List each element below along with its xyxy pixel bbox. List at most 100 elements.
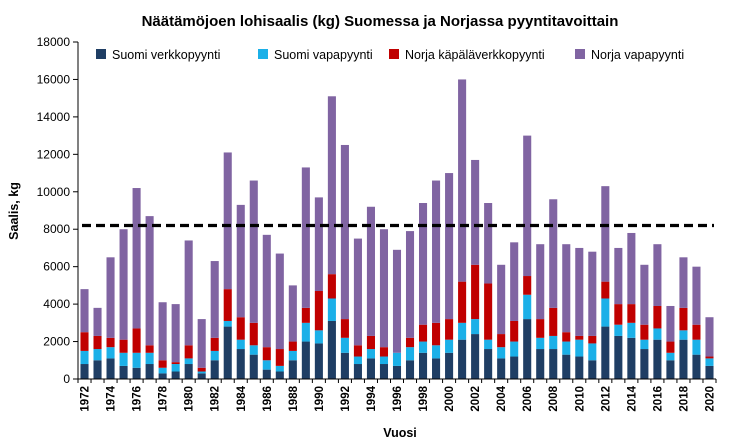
bar-segment-1987-s0 <box>275 371 284 379</box>
bar-segment-2018-s0 <box>679 339 688 379</box>
bar-segment-1999-s1 <box>432 345 441 359</box>
x-tick-label: 2018 <box>678 385 690 411</box>
bar-segment-2004-s3 <box>497 264 506 335</box>
bar-segment-1996-s0 <box>392 365 402 379</box>
legend-label-2: Norja käpäläverkkopyynti <box>405 48 545 62</box>
bar-segment-2006-s0 <box>523 319 532 379</box>
bar-segment-1976-s3 <box>132 188 141 329</box>
bar-segment-1974-s0 <box>106 358 115 379</box>
bar-segment-1972-s2 <box>80 332 89 351</box>
x-tick-label: 1988 <box>288 385 300 411</box>
bar-segment-1997-s0 <box>405 360 415 379</box>
bar-segment-1983-s3 <box>223 152 232 290</box>
bar-segment-1984-s3 <box>236 204 245 318</box>
bar-segment-1986-s3 <box>262 234 271 348</box>
bar-segment-2010-s1 <box>575 339 584 357</box>
bar-segment-1995-s2 <box>379 347 389 357</box>
bar-segment-1981-s3 <box>197 319 206 368</box>
bar-segment-1975-s3 <box>119 229 128 340</box>
bar-segment-1994-s0 <box>366 358 375 379</box>
bar-segment-1992-s3 <box>340 144 349 320</box>
bar-segment-1994-s1 <box>366 349 375 359</box>
bar-segment-2004-s1 <box>497 347 506 359</box>
bar-segment-1987-s1 <box>275 365 284 372</box>
bar-segment-2013-s0 <box>614 335 623 379</box>
bar-segment-2011-s0 <box>588 360 597 379</box>
bar-segment-1972-s3 <box>80 289 89 333</box>
bar-segment-2003-s3 <box>484 203 493 284</box>
bar-segment-1986-s1 <box>262 360 271 370</box>
x-tick-label: 1996 <box>392 386 404 412</box>
bar-segment-2012-s2 <box>601 281 610 299</box>
bar-segment-1986-s0 <box>262 369 271 379</box>
bar-segment-2004-s0 <box>497 358 506 379</box>
x-tick-label: 1974 <box>106 385 118 411</box>
bar-segment-2007-s0 <box>536 349 545 379</box>
bar-segment-2007-s3 <box>536 244 545 320</box>
bar-segment-1991-s1 <box>327 298 336 321</box>
bar-segment-2017-s2 <box>666 341 675 353</box>
bar-segment-2010-s2 <box>575 335 584 340</box>
bar-segment-1998-s3 <box>419 203 428 325</box>
bar-segment-1978-s3 <box>158 302 167 361</box>
x-tick-label: 1992 <box>340 386 352 412</box>
legend-swatch-3 <box>575 49 585 59</box>
bar-segment-2020-s3 <box>705 317 714 357</box>
x-axis: 1972 1974 1976 1978 1980 1982 1984 1986 1988 1990… <box>77 378 717 412</box>
bar-segment-2003-s2 <box>484 283 493 340</box>
bar-segment-2020-s0 <box>705 365 714 379</box>
bar-segment-1977-s1 <box>145 352 154 365</box>
x-tick-label: 1972 <box>80 386 92 412</box>
bar-segment-2002-s2 <box>471 264 480 320</box>
bar-segment-1983-s0 <box>223 326 232 379</box>
x-tick-label: 2014 <box>626 385 638 411</box>
bar-segment-1976-s2 <box>132 328 141 353</box>
bar-segment-1978-s2 <box>158 360 167 368</box>
bar-segment-2015-s3 <box>640 264 649 325</box>
bar-segment-1984-s0 <box>236 349 245 379</box>
bar-segment-1977-s2 <box>145 345 154 353</box>
bar-segment-2000-s0 <box>445 352 454 379</box>
bar-segment-1996-s1 <box>392 352 402 366</box>
bars <box>80 79 714 379</box>
bar-segment-2008-s3 <box>549 199 558 308</box>
bar-segment-1999-s3 <box>432 180 441 323</box>
bar-segment-1994-s3 <box>366 206 375 336</box>
x-tick-label: 2012 <box>600 386 612 412</box>
legend-swatch-0 <box>96 49 106 59</box>
bar-segment-2002-s1 <box>471 319 480 335</box>
bar-segment-1977-s3 <box>145 216 154 346</box>
bar-segment-2019-s2 <box>692 324 701 340</box>
bar-segment-1985-s3 <box>249 180 258 323</box>
bar-segment-1979-s3 <box>171 304 180 363</box>
bar-segment-1981-s0 <box>197 373 206 379</box>
y-tick-label: 16000 <box>37 72 71 86</box>
bar-segment-1973-s2 <box>93 335 102 350</box>
bar-segment-2013-s2 <box>614 304 623 325</box>
bar-segment-1979-s0 <box>171 371 180 379</box>
bar-segment-1996-s3 <box>392 249 402 353</box>
bar-segment-1991-s3 <box>327 96 336 275</box>
bar-segment-1990-s3 <box>314 197 323 291</box>
bar-segment-1980-s1 <box>184 358 193 365</box>
bar-segment-1990-s2 <box>314 291 323 331</box>
bar-segment-2008-s1 <box>549 335 558 350</box>
bar-segment-1998-s2 <box>419 324 428 342</box>
bar-segment-2000-s1 <box>445 339 454 353</box>
bar-segment-1986-s2 <box>262 347 271 361</box>
bar-segment-1979-s2 <box>171 362 180 365</box>
bar-segment-2019-s1 <box>692 339 701 355</box>
bar-segment-1998-s0 <box>419 352 428 379</box>
bar-segment-1994-s2 <box>366 335 375 350</box>
bar-segment-1976-s0 <box>132 367 141 379</box>
bar-segment-2017-s1 <box>666 352 675 361</box>
x-tick-label: 1986 <box>262 386 274 412</box>
bar-segment-2006-s3 <box>523 135 532 277</box>
x-tick-label: 1998 <box>418 385 430 411</box>
x-tick-label: 1976 <box>132 386 144 412</box>
bar-segment-2005-s0 <box>510 356 519 379</box>
bar-segment-1981-s2 <box>197 367 206 372</box>
bar-segment-1988-s2 <box>288 341 297 351</box>
bar-segment-2008-s2 <box>549 307 558 336</box>
